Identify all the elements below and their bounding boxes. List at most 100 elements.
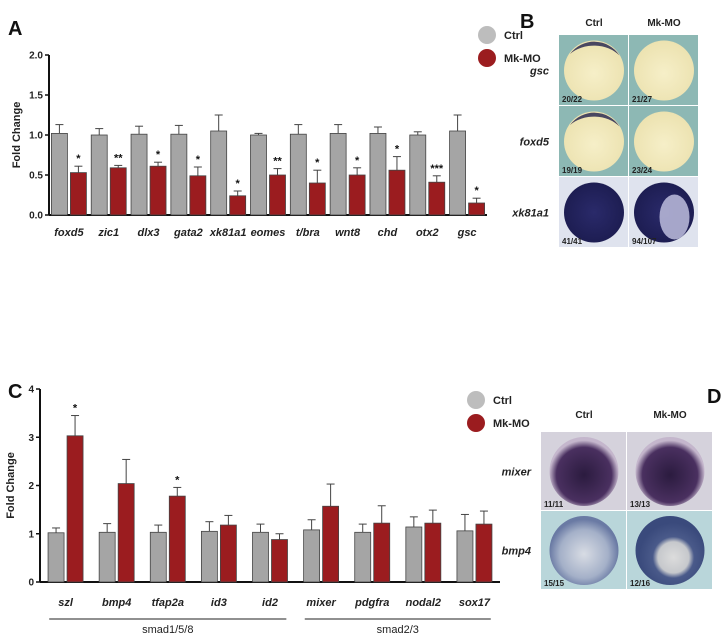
legend-label: Ctrl [504,30,523,42]
category-label: sox17 [459,597,491,609]
category-label: szl [58,597,74,609]
ctrl-bar-chd [369,132,387,216]
mk-mo-bar-bmp4 [117,483,135,583]
mk-mo-bar-tfap2a [168,495,186,583]
embryo-count: 41/41 [562,237,583,246]
category-label: bmp4 [102,597,131,609]
embryo [635,516,705,585]
ctrl-bar-gata2 [170,133,188,216]
column-header: Ctrl [575,410,592,421]
category-label: tfap2a [152,597,184,609]
embryo-count: 20/22 [562,95,583,104]
legend-label: Mk-MO [504,53,541,65]
category-label: id3 [211,597,227,609]
column-header: Mk-MO [647,18,681,29]
embryo-count: 15/15 [544,579,565,588]
category-label: mixer [306,597,336,609]
ctrl-bar-nodal2 [405,526,423,583]
mk-mo-bar-dlx3 [149,165,167,216]
y-tick-label: 0.5 [29,171,43,182]
embryo [635,437,705,506]
mk-mo-bar-nodal2 [424,522,442,583]
embryo [564,111,624,172]
significance-label: * [73,403,78,415]
significance-label: * [76,153,81,165]
mk-mo-bar-chd [388,169,406,216]
panel-label: B [520,11,534,33]
panel-label: D [707,386,721,408]
mk-mo-bar-zic1 [109,167,127,216]
mk-mo-bar-otx2 [428,181,446,216]
significance-label: ** [273,156,282,168]
y-tick-label: 1.0 [29,131,43,142]
significance-label: ** [114,152,123,164]
mk-mo-bar-sox17 [475,523,493,583]
mk-mo-bar-xk81a1 [229,195,247,216]
y-tick-label: 4 [28,385,34,396]
significance-label: * [196,154,201,166]
y-tick-label: 0.0 [29,211,43,222]
embryo-count: 13/13 [630,500,651,509]
embryo-count: 11/11 [544,500,564,509]
ctrl-bar-dlx3 [130,133,148,216]
y-tick-label: 2 [28,481,34,492]
y-axis-label: Fold Change [5,452,17,519]
column-header: Mk-MO [653,410,687,421]
expression-stain [570,41,620,56]
category-label: gata2 [173,227,203,239]
ctrl-bar-id2 [252,531,269,583]
row-label-foxd5: foxd5 [520,137,550,149]
column-header: Ctrl [585,18,602,29]
category-label: eomes [251,227,286,239]
row-label-bmp4: bmp4 [502,546,531,558]
category-label: t/bra [296,227,320,239]
mk-mo-bar-szl [66,435,84,583]
embryo [564,182,624,243]
embryo-count: 94/107 [632,237,657,246]
embryo-count: 21/27 [632,95,653,104]
legend-swatch-ctrl [467,391,485,409]
mk-mo-bar-t-bra [308,182,326,216]
ctrl-bar-bmp4 [98,531,116,583]
mk-mo-bar-gsc [468,202,485,216]
group-label: smad2/3 [377,624,419,636]
row-label-xk81a1: xk81a1 [511,208,549,220]
legend-label: Mk-MO [493,418,530,430]
significance-label: * [156,149,161,161]
ctrl-bar-sox17 [456,530,474,583]
ctrl-bar-id3 [200,530,218,583]
ctrl-bar-eomes [250,134,267,216]
row-label-gsc: gsc [529,66,549,78]
embryo [634,111,694,172]
ctrl-bar-t-bra [289,133,307,216]
row-label-mixer: mixer [502,467,532,479]
group-label: smad1/5/8 [142,624,193,636]
expression-stain [570,112,620,127]
reduced-expression-region [659,194,690,240]
embryo [564,40,624,101]
category-label: foxd5 [54,227,84,239]
ctrl-bar-wnt8 [329,132,347,216]
y-axis-label: Fold Change [11,102,23,169]
mk-mo-bar-wnt8 [348,174,366,216]
ctrl-bar-szl [47,532,65,583]
ctrl-bar-gsc [449,130,466,216]
significance-label: * [395,144,400,156]
mk-mo-bar-foxd5 [70,172,87,216]
y-tick-label: 1 [28,529,34,540]
legend-label: Ctrl [493,395,512,407]
ctrl-bar-mixer [303,529,321,583]
embryo-count: 19/19 [562,166,583,175]
category-label: id2 [262,597,278,609]
category-label: zic1 [97,227,119,239]
embryo-count: 23/24 [632,166,653,175]
ctrl-bar-pdgfra [354,531,372,583]
category-label: gsc [457,227,477,239]
ctrl-bar-otx2 [409,134,427,216]
mk-mo-bar-id2 [271,539,288,583]
ctrl-bar-foxd5 [51,132,68,216]
embryo [549,516,619,585]
category-label: xk81a1 [209,227,247,239]
category-label: nodal2 [406,597,441,609]
